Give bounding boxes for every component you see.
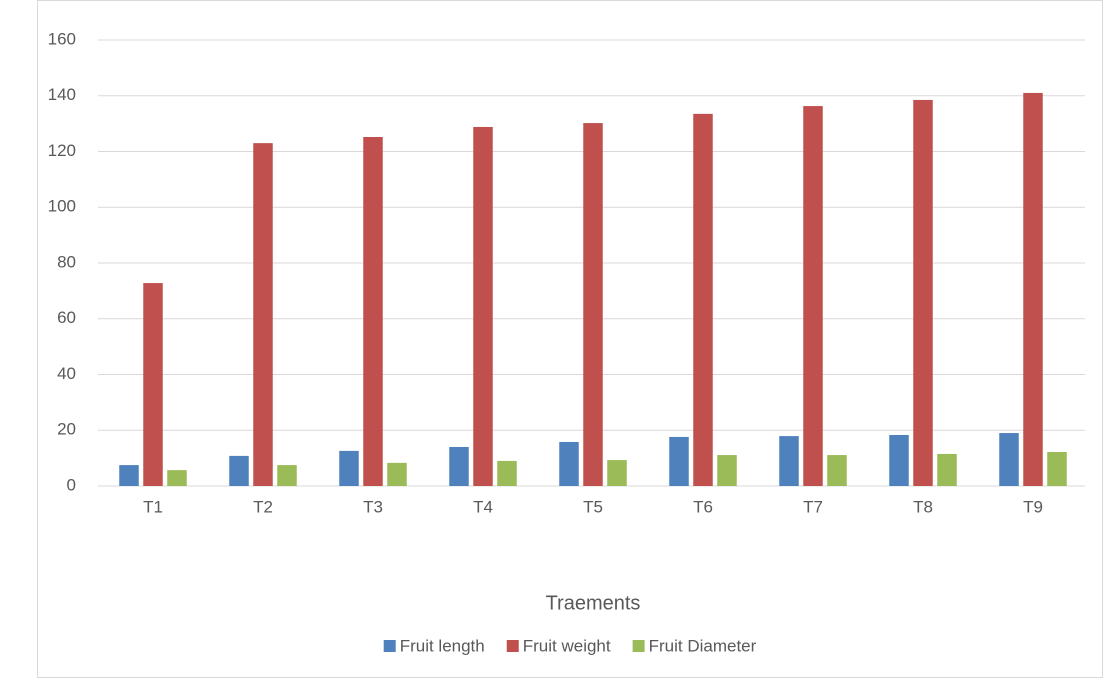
bar bbox=[143, 283, 163, 486]
legend-label: Fruit length bbox=[400, 636, 485, 655]
x-tick-label: T7 bbox=[803, 497, 823, 516]
bar bbox=[1023, 92, 1043, 487]
bar bbox=[717, 455, 737, 486]
bar bbox=[693, 113, 713, 487]
chart-frame bbox=[37, 0, 1103, 678]
legend-swatch bbox=[506, 640, 519, 652]
y-tick-label: 140 bbox=[48, 85, 76, 104]
bar bbox=[937, 453, 957, 486]
y-tick-label: 20 bbox=[57, 420, 76, 439]
bar bbox=[607, 460, 627, 486]
bar bbox=[559, 441, 579, 486]
x-tick-label: T9 bbox=[1023, 497, 1043, 516]
bar bbox=[889, 434, 909, 486]
bar bbox=[913, 99, 933, 487]
bar bbox=[999, 433, 1019, 486]
legend-swatch bbox=[632, 640, 645, 652]
x-tick-label: T4 bbox=[473, 497, 493, 516]
bar bbox=[277, 465, 297, 486]
bar bbox=[449, 446, 469, 486]
y-tick-label: 160 bbox=[48, 29, 76, 48]
bar bbox=[1047, 451, 1067, 486]
bar bbox=[583, 123, 603, 486]
y-tick-label: 40 bbox=[57, 364, 76, 383]
y-tick-label: 80 bbox=[57, 252, 76, 271]
y-tick-label: 100 bbox=[48, 197, 76, 216]
bar bbox=[827, 455, 847, 486]
x-tick-label: T5 bbox=[583, 497, 603, 516]
bar bbox=[387, 462, 407, 486]
bar bbox=[167, 470, 187, 486]
x-axis-title: Traements bbox=[546, 592, 641, 614]
x-tick-label: T6 bbox=[693, 497, 713, 516]
x-tick-label: T3 bbox=[363, 497, 383, 516]
x-tick-label: T2 bbox=[253, 497, 273, 516]
bar bbox=[497, 460, 517, 486]
x-tick-label: T1 bbox=[143, 497, 163, 516]
bar bbox=[363, 137, 383, 486]
y-tick-label: 120 bbox=[48, 141, 76, 160]
y-tick-label: 0 bbox=[67, 475, 76, 494]
bar bbox=[119, 465, 139, 486]
bar bbox=[473, 126, 493, 486]
legend-label: Fruit Diameter bbox=[649, 636, 757, 655]
bar bbox=[803, 106, 823, 486]
legend-swatch bbox=[383, 640, 396, 652]
y-tick-label: 60 bbox=[57, 308, 76, 327]
bar bbox=[339, 450, 359, 486]
bar bbox=[669, 436, 689, 486]
x-tick-label: T8 bbox=[913, 497, 933, 516]
bar bbox=[779, 436, 799, 486]
bar bbox=[253, 143, 273, 486]
bar bbox=[229, 455, 249, 486]
legend-label: Fruit weight bbox=[523, 636, 611, 655]
